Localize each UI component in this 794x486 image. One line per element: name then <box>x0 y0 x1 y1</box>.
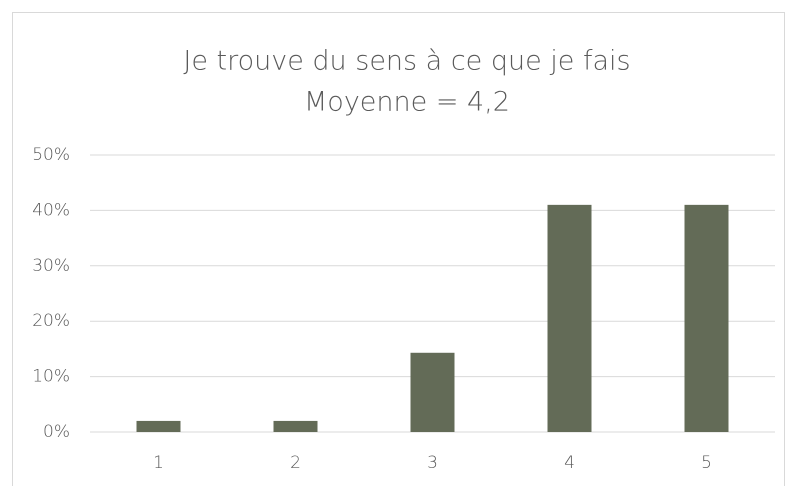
x-tick-label: 2 <box>290 453 301 473</box>
chart-frame <box>12 12 785 486</box>
chart-subtitle: Moyenne = 4,2 <box>304 87 510 118</box>
x-tick-label: 5 <box>701 453 712 473</box>
y-tick-label: 40% <box>32 200 70 220</box>
x-tick-label: 4 <box>564 453 575 473</box>
x-tick-label: 1 <box>153 453 164 473</box>
bar <box>547 204 592 432</box>
chart-title: Je trouve du sens à ce que je fais <box>183 46 630 77</box>
x-tick-label: 3 <box>427 453 438 473</box>
y-tick-label: 50% <box>32 145 70 165</box>
bar <box>273 420 318 432</box>
bar <box>684 204 729 432</box>
y-tick-label: 20% <box>32 311 70 331</box>
y-tick-label: 10% <box>32 367 70 387</box>
bar <box>410 352 455 432</box>
bar <box>136 420 181 432</box>
y-tick-label: 30% <box>32 256 70 276</box>
y-tick-label: 0% <box>43 422 70 442</box>
